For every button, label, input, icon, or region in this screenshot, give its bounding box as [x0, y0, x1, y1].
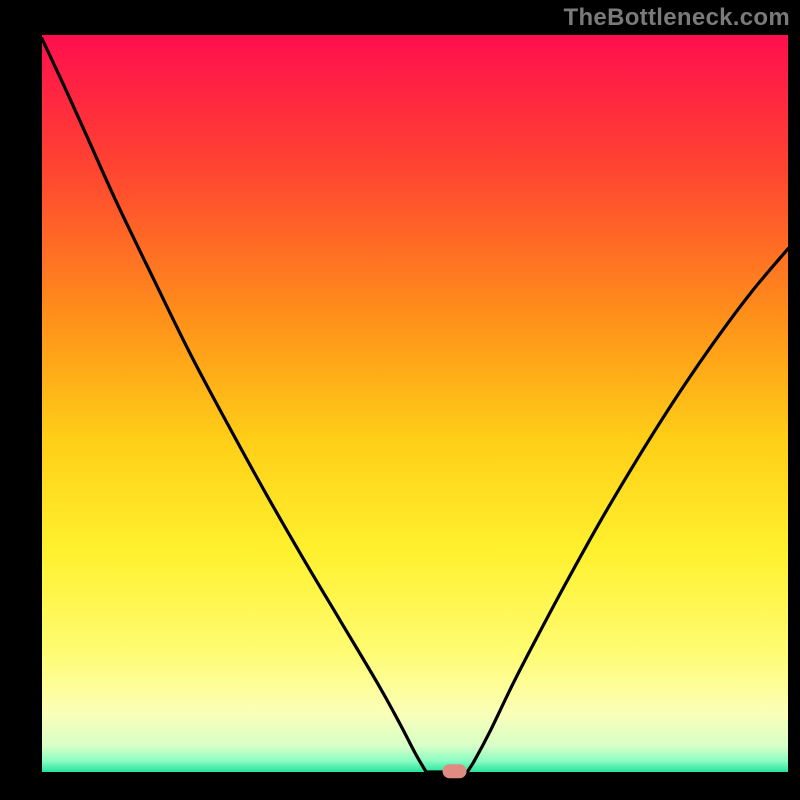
- plot-background: [42, 35, 788, 772]
- watermark-text: TheBottleneck.com: [564, 4, 790, 32]
- chart-container: TheBottleneck.com: [0, 0, 800, 800]
- optimal-marker: [443, 764, 467, 778]
- bottleneck-chart: [0, 0, 800, 800]
